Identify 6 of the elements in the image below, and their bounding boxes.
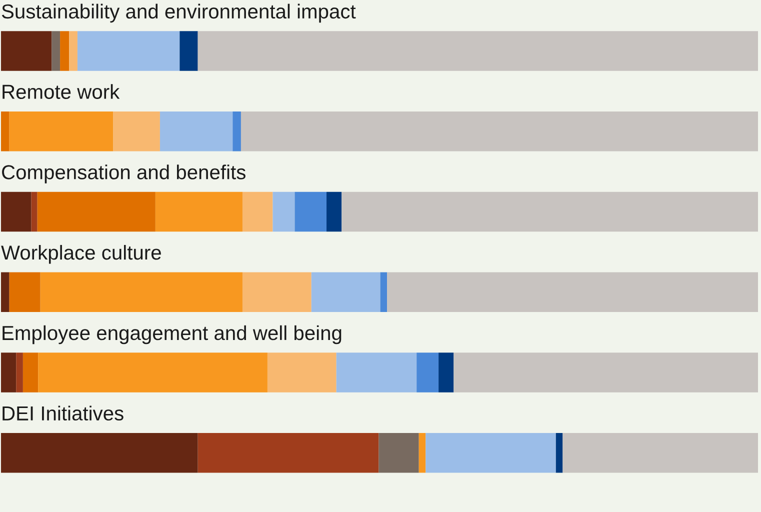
y-tick-label: Employee engagement and well being [2, 325, 342, 344]
y-tick-label: Sustainability and environmental impact [2, 4, 356, 23]
y-tick-label: Workplace culture [1, 244, 161, 264]
y-tick-label: Remote work [2, 84, 120, 99]
y-tick-label: Compensation and benefits [2, 164, 246, 184]
y-tick-label: DEI Initiatives [2, 406, 124, 421]
